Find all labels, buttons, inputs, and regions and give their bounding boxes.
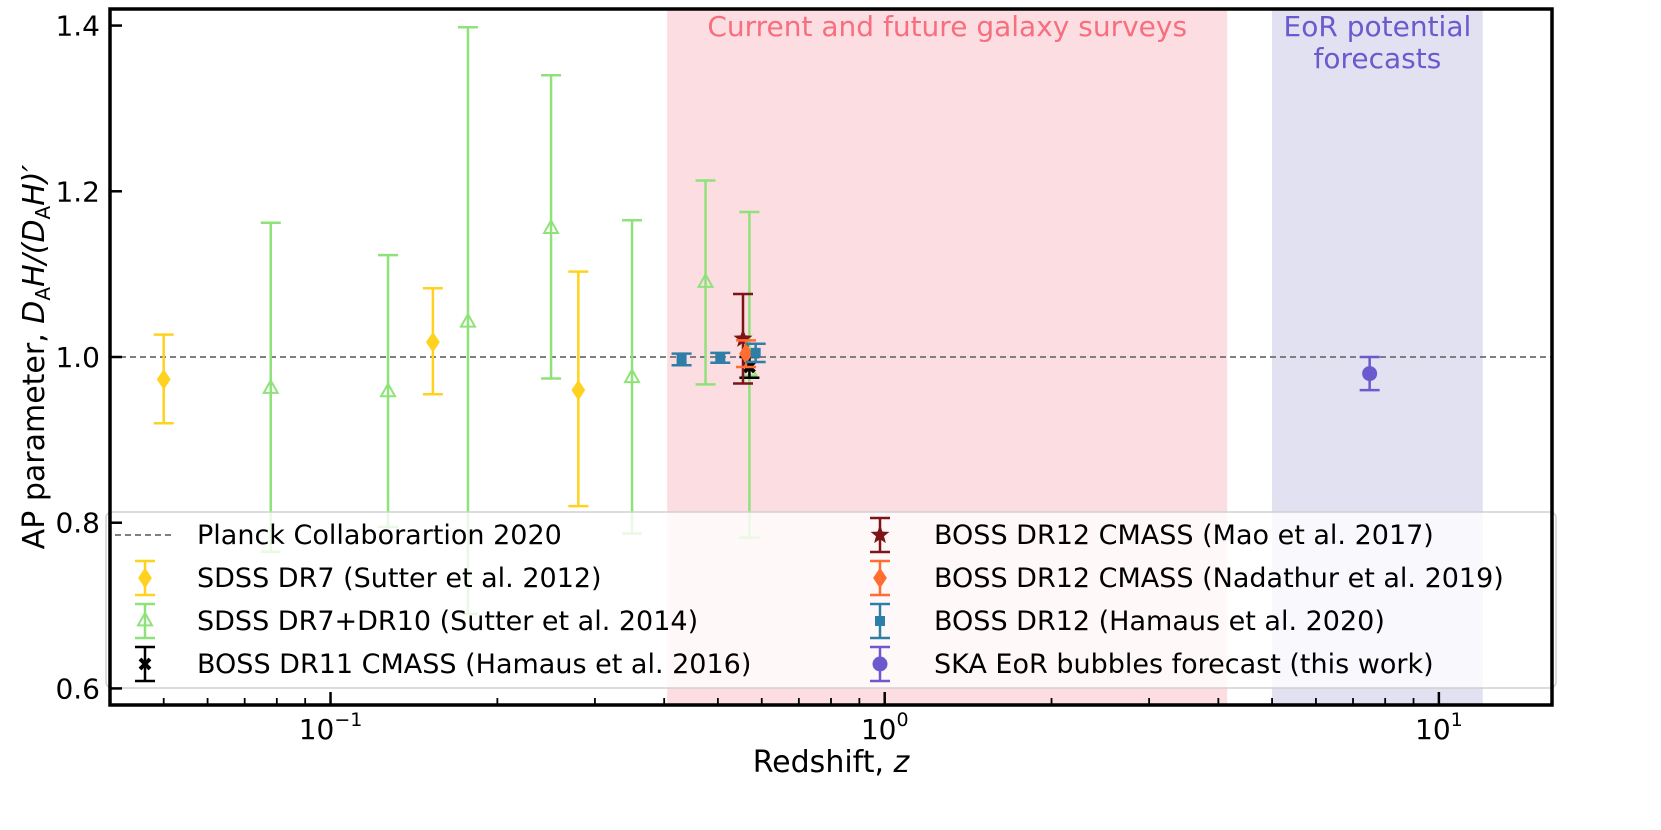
legend-label: BOSS DR12 (Hamaus et al. 2020) xyxy=(934,606,1385,637)
x-tick-label: 101 xyxy=(1415,709,1463,746)
data-point xyxy=(425,331,440,353)
data-point xyxy=(696,272,715,288)
data-point xyxy=(733,328,753,347)
legend-handle-marker xyxy=(138,657,152,671)
legend-label: Planck Collaborartion 2020 xyxy=(197,520,562,551)
series-3 xyxy=(732,292,753,385)
legend-label: BOSS DR12 CMASS (Nadathur et al. 2019) xyxy=(934,563,1504,594)
legend-handle-marker xyxy=(873,567,887,589)
errorbar xyxy=(378,253,399,529)
legend-entry: BOSS DR12 (Hamaus et al. 2020) xyxy=(870,602,1385,640)
legend-handle-marker xyxy=(875,616,885,626)
data-point xyxy=(715,352,726,363)
legend-handle-marker xyxy=(136,610,154,627)
legend-entry: Planck Collaborartion 2020 xyxy=(115,520,562,551)
errorbar xyxy=(260,221,281,553)
x-tick-label: 100 xyxy=(861,709,909,746)
data-point xyxy=(676,354,687,365)
y-tick-label: 0.8 xyxy=(55,507,100,540)
data-point xyxy=(156,369,171,390)
x-stroke xyxy=(138,657,152,671)
region-label-eor-forecasts: EoR potential xyxy=(1284,10,1472,43)
legend-handle-marker xyxy=(870,525,890,544)
legend-label: BOSS DR11 CMASS (Hamaus et al. 2016) xyxy=(197,649,751,680)
data-point xyxy=(623,367,641,384)
x-axis-label: Redshift, z xyxy=(753,745,911,780)
errorbar xyxy=(695,179,716,386)
legend-label: BOSS DR12 CMASS (Mao et al. 2017) xyxy=(934,520,1434,551)
legend: Planck Collaborartion 2020 SDSS DR7 (Sutt… xyxy=(105,511,1557,689)
data-point xyxy=(1362,366,1378,382)
series-0 xyxy=(153,270,589,508)
axis-labels: Redshift, z AP parameter, DAH/(DAH)′ xyxy=(17,164,911,780)
data-point xyxy=(571,379,586,401)
y-tick-label: 1.0 xyxy=(55,341,100,374)
region-label-eor-forecasts: forecasts xyxy=(1313,42,1441,75)
data-point xyxy=(379,381,397,398)
legend-entry: BOSS DR12 CMASS (Nadathur et al. 2019) xyxy=(870,559,1504,597)
axis-ticks: 0.6 0.8 1.0 1.2 1.4 10−1 100 101 xyxy=(55,10,1462,746)
data-point xyxy=(262,378,280,394)
legend-entry: SDSS DR7 (Sutter et al. 2012) xyxy=(135,559,602,597)
x-tick-label: 10−1 xyxy=(299,709,363,746)
data-point xyxy=(542,218,560,234)
legend-box xyxy=(105,511,1557,689)
region-label-galaxy-surveys: Current and future galaxy surveys xyxy=(707,10,1187,43)
legend-handle-marker xyxy=(138,567,152,589)
legend-entry: SDSS DR7+DR10 (Sutter et al. 2014) xyxy=(135,602,698,640)
legend-entry: SKA EoR bubbles forecast (this work) xyxy=(870,645,1434,683)
legend-handle-marker xyxy=(872,656,888,672)
legend-label: SDSS DR7+DR10 (Sutter et al. 2014) xyxy=(197,606,698,637)
series-6 xyxy=(1359,355,1380,392)
legend-entry: BOSS DR11 CMASS (Hamaus et al. 2016) xyxy=(135,645,751,683)
errorbar xyxy=(622,219,643,535)
data-point xyxy=(750,347,761,358)
legend-label: SKA EoR bubbles forecast (this work) xyxy=(934,649,1434,680)
legend-entry: BOSS DR12 CMASS (Mao et al. 2017) xyxy=(870,516,1434,554)
legend-label: SDSS DR7 (Sutter et al. 2012) xyxy=(197,563,602,594)
y-axis-label: AP parameter, DAH/(DAH)′ xyxy=(17,164,55,549)
legend-handle-errorbar xyxy=(135,602,155,640)
y-tick-label: 1.2 xyxy=(55,175,100,208)
errorbar xyxy=(541,74,562,380)
series-5 xyxy=(671,342,766,367)
data-point xyxy=(459,312,477,328)
y-tick-label: 0.6 xyxy=(55,672,100,705)
y-tick-label: 1.4 xyxy=(55,10,100,43)
